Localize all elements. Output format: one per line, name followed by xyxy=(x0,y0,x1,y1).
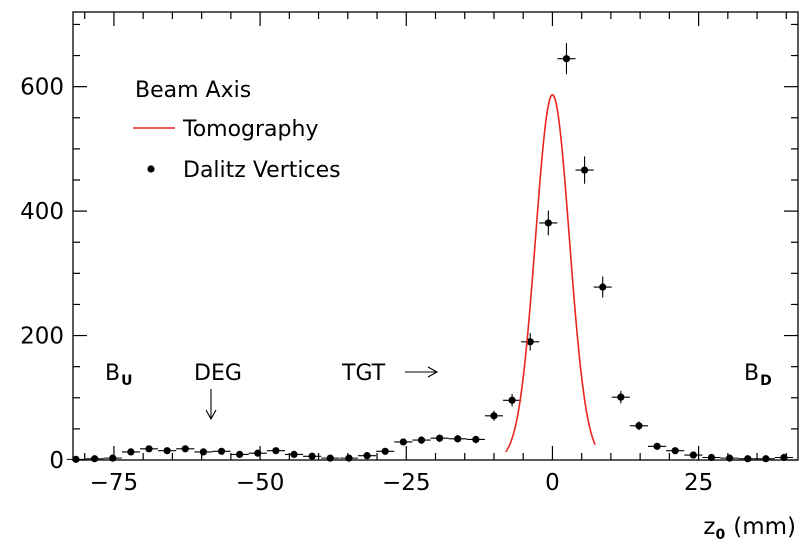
data-point xyxy=(508,396,516,404)
data-point xyxy=(109,454,117,462)
y-tick-label: 0 xyxy=(49,448,64,474)
data-point xyxy=(671,447,679,455)
data-point xyxy=(72,455,80,463)
y-tick-label: 600 xyxy=(20,75,64,101)
data-point xyxy=(290,450,298,458)
data-point xyxy=(236,450,244,458)
data-point xyxy=(199,448,207,456)
data-point xyxy=(725,454,734,462)
series-layer xyxy=(66,43,794,463)
data-point xyxy=(417,436,426,444)
data-point xyxy=(399,438,407,446)
data-point xyxy=(127,448,135,456)
tomography-curve xyxy=(505,93,596,453)
y-tick-label: 200 xyxy=(20,324,64,350)
data-point xyxy=(580,166,589,174)
legend-label-tomography: Tomography xyxy=(182,117,318,142)
legend-title: Beam Axis xyxy=(135,78,251,103)
arrow-right-head-icon xyxy=(427,366,439,378)
x-tick-label: 0 xyxy=(545,470,560,496)
data-point xyxy=(653,442,661,450)
data-point xyxy=(163,447,171,455)
x-tick-label: −25 xyxy=(382,470,431,496)
data-point xyxy=(707,453,716,462)
legend-label-dalitz: Dalitz Vertices xyxy=(183,158,341,183)
legend-marker-swatch xyxy=(147,165,155,173)
y-tick-label: 400 xyxy=(20,199,64,225)
data-point xyxy=(599,283,607,291)
y-tick-labels: 0 200 400 600 xyxy=(20,75,64,474)
data-point xyxy=(635,422,643,430)
arrow-down-head-icon xyxy=(205,409,217,421)
data-point xyxy=(762,455,770,463)
data-point xyxy=(780,453,788,462)
data-point xyxy=(326,454,334,462)
x-tick-label: 25 xyxy=(684,470,713,496)
data-point xyxy=(472,435,480,444)
data-point xyxy=(217,447,226,455)
data-point xyxy=(345,454,353,462)
data-point xyxy=(254,449,262,457)
data-point xyxy=(91,455,99,463)
data-point xyxy=(454,435,462,443)
data-point xyxy=(562,55,571,63)
data-point xyxy=(181,445,189,453)
series-dalitz-vertices xyxy=(66,43,794,463)
data-point xyxy=(308,452,316,460)
data-point xyxy=(363,452,371,460)
annotations: BU DEG TGT BD xyxy=(105,361,772,421)
data-point xyxy=(435,434,444,442)
annotation-label: TGT xyxy=(341,361,386,386)
annotation-label: BD xyxy=(744,361,772,389)
data-point xyxy=(490,412,498,420)
legend: Beam Axis Tomography Dalitz Vertices xyxy=(133,78,341,183)
x-tick-labels: −75 −50 −25 0 25 xyxy=(90,470,714,496)
data-point xyxy=(272,447,280,455)
data-point xyxy=(617,393,625,401)
x-axis-label: z0 (mm) xyxy=(703,514,796,543)
x-tick-label: −75 xyxy=(90,470,139,496)
data-point xyxy=(544,219,552,227)
annotation-label: DEG xyxy=(194,361,242,386)
data-point xyxy=(526,338,534,346)
data-point xyxy=(689,451,697,459)
x-tick-label: −50 xyxy=(236,470,285,496)
annotation-label: BU xyxy=(105,361,132,389)
data-point xyxy=(145,445,153,453)
data-point xyxy=(744,455,752,463)
data-point xyxy=(381,447,389,455)
